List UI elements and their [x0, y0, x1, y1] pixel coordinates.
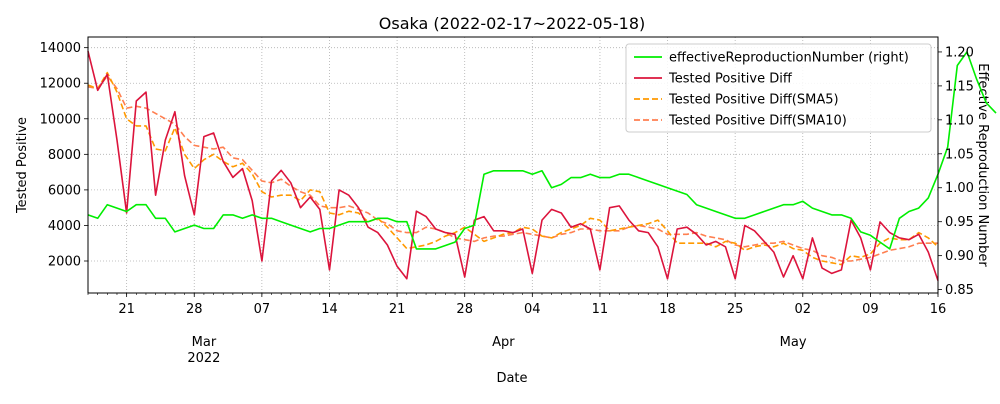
- y-left-tick-label: 10000: [40, 112, 81, 127]
- legend-label-2: Tested Positive Diff(SMA5): [668, 93, 839, 108]
- y-left-tick-label: 2000: [48, 255, 81, 270]
- x-tick-label: 21: [118, 302, 135, 317]
- series-line-3: [87, 75, 938, 262]
- y-left-tick-label: 4000: [48, 219, 81, 234]
- x-tick-label: 28: [186, 302, 203, 317]
- y-axis-left-label: Tested Positive: [15, 117, 30, 214]
- x-tick-label: 02: [794, 302, 811, 317]
- y-right-tick-label: 0.95: [945, 215, 974, 230]
- x-month-label: May: [780, 335, 807, 350]
- y-right-tick-label: 1.00: [945, 181, 974, 196]
- y-right-tick-label: 0.85: [945, 283, 974, 298]
- x-axis-label: Date: [496, 371, 527, 386]
- y-right-tick-label: 1.15: [945, 79, 974, 94]
- y-left-tick-label: 12000: [40, 77, 81, 92]
- x-month-label: Mar: [192, 335, 217, 350]
- x-tick-label: 07: [254, 302, 271, 317]
- chart-title: Osaka (2022-02-17~2022-05-18): [379, 14, 645, 33]
- legend-label-0: effectiveReproductionNumber (right): [669, 51, 909, 66]
- y-right-tick-label: 0.90: [945, 249, 974, 264]
- x-tick-label: 28: [456, 302, 473, 317]
- series-line-0: [87, 51, 997, 250]
- y-right-tick-label: 1.05: [945, 147, 974, 162]
- x-month-label: Apr: [492, 335, 515, 350]
- x-tick-label: 04: [524, 302, 541, 317]
- y-left-tick-label: 14000: [40, 41, 81, 56]
- y-left-tick-label: 8000: [48, 148, 81, 163]
- y-right-tick-label: 1.20: [945, 45, 974, 60]
- series-layer: [87, 51, 997, 281]
- x-tick-label: 14: [321, 302, 338, 317]
- series-line-1: [87, 51, 939, 281]
- x-tick-label: 18: [659, 302, 676, 317]
- legend-label-3: Tested Positive Diff(SMA10): [668, 114, 847, 129]
- x-year-label: 2022: [187, 351, 220, 366]
- x-tick-label: 25: [727, 302, 744, 317]
- y-axis-right-label: Effective Reproduction Number: [975, 63, 990, 267]
- legend-label-1: Tested Positive Diff: [668, 72, 793, 87]
- y-right-tick-label: 1.10: [945, 113, 974, 128]
- x-tick-label: 09: [862, 302, 879, 317]
- x-tick-label: 21: [389, 302, 406, 317]
- legend-box: [625, 43, 932, 133]
- x-tick-label: 11: [592, 302, 609, 317]
- x-tick-label: 16: [930, 302, 947, 317]
- legend: effectiveReproductionNumber (right) Teste…: [625, 43, 932, 133]
- y-left-tick-label: 6000: [48, 183, 81, 198]
